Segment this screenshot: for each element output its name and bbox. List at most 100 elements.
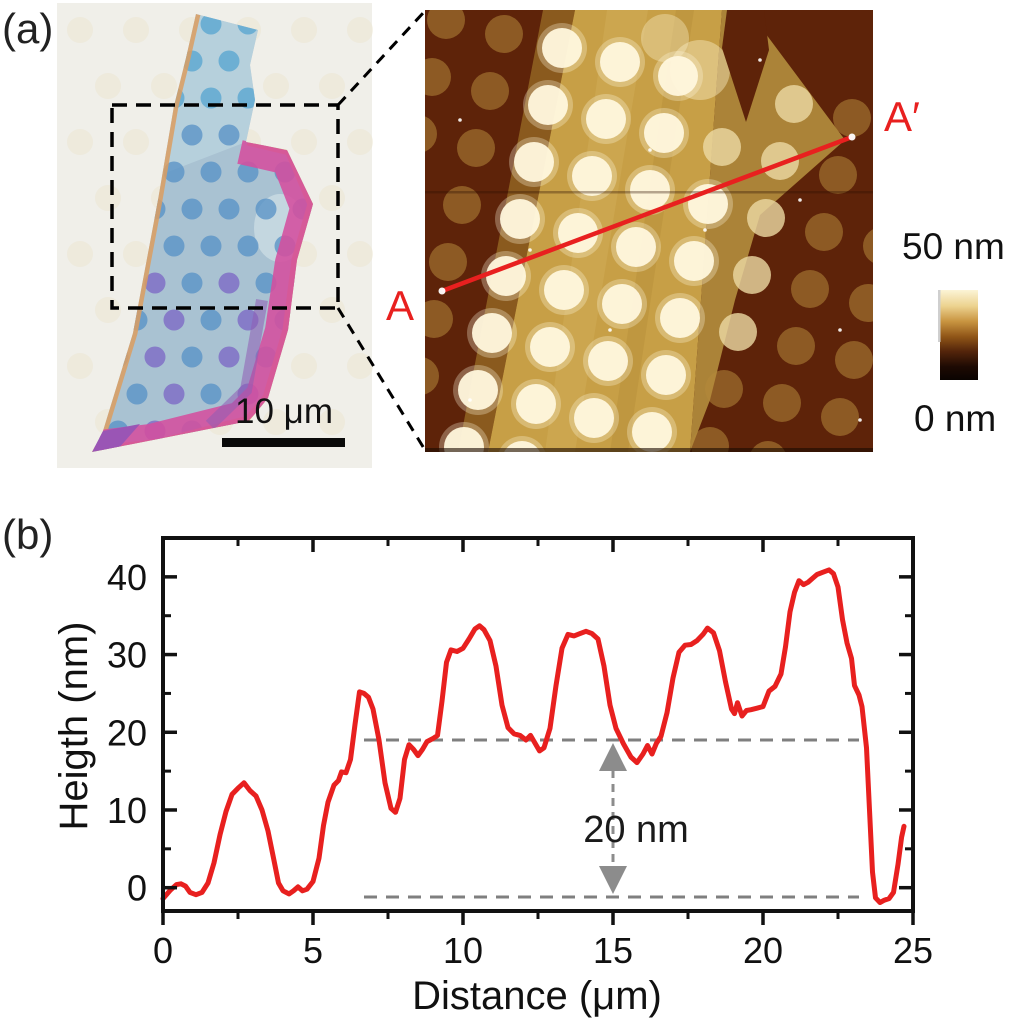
afm-bright-dot — [530, 327, 570, 367]
height-colorbar — [938, 290, 978, 380]
substrate-hole — [95, 73, 121, 99]
afm-flake-right-wing — [690, 10, 845, 452]
zoom-connector-bottom — [336, 307, 427, 451]
flake-hole — [181, 346, 203, 368]
afm-dull-dot — [427, 10, 465, 39]
afm-bright-dot — [588, 341, 628, 381]
afm-bright-dot — [444, 427, 484, 452]
flake-purple-accent — [205, 298, 268, 430]
afm-bright-dot — [544, 270, 584, 310]
afm-dull-dot — [429, 243, 467, 281]
afm-bright-dot — [674, 241, 714, 281]
afm-dull-dot — [821, 398, 859, 436]
substrate-hole — [291, 17, 317, 43]
afm-dull-dot — [863, 229, 873, 263]
substrate-hole — [67, 241, 93, 267]
afm-dull-dot — [425, 58, 451, 96]
profile-end-label: A′ — [884, 93, 920, 140]
profile-curve — [160, 567, 907, 905]
profile-start-label: A — [386, 282, 415, 329]
arrow-20nm-head-up — [599, 743, 627, 772]
y-tick-label: 30 — [107, 635, 147, 676]
flake-hole — [255, 198, 277, 220]
x-tick-label: 20 — [743, 930, 783, 971]
afm-bright-dot — [472, 313, 512, 353]
substrate-hole — [95, 297, 121, 323]
y-tick-label: 20 — [107, 712, 147, 753]
afm-dull-dot — [691, 427, 729, 452]
afm-dull-dot — [750, 441, 786, 452]
afm-hole-pattern — [387, 10, 873, 452]
afm-speck — [528, 248, 532, 252]
afm-dull-dot — [705, 370, 743, 408]
afm-dull-dot — [425, 116, 437, 152]
afm-dull-dot — [835, 341, 873, 379]
afm-cream-dot — [719, 313, 757, 351]
afm-speck — [858, 418, 862, 422]
afm-cream-dot — [703, 128, 741, 166]
afm-speck — [648, 148, 652, 152]
substrate-hole — [67, 129, 93, 155]
flake-hole — [200, 383, 222, 405]
substrate-hole — [319, 185, 345, 211]
afm-topography-image — [387, 10, 873, 452]
substrate-hole — [123, 241, 149, 267]
afm-bright-dot — [542, 28, 582, 68]
afm-dull-dot — [425, 300, 453, 338]
substrate-hole — [123, 129, 149, 155]
x-tick-label: 10 — [443, 930, 483, 971]
x-tick-label: 0 — [153, 930, 173, 971]
substrate-hole — [319, 297, 345, 323]
arrow-20nm-head-down — [599, 866, 627, 895]
x-axis-title: Distance (μm) — [412, 974, 662, 1018]
flake-hole — [237, 235, 259, 257]
y-tick-label: 40 — [107, 557, 147, 598]
flake-hole — [163, 383, 185, 405]
profile-line-start-marker — [438, 287, 446, 295]
afm-dull-dot — [819, 156, 857, 194]
afm-dull-dot — [777, 327, 815, 365]
afm-dull-dot — [387, 414, 425, 452]
afm-bright-dot — [458, 370, 498, 410]
flake-hole — [126, 383, 148, 405]
afm-bright-dot — [574, 398, 614, 438]
flake-magenta-band — [98, 140, 313, 452]
afm-speck — [608, 328, 612, 332]
afm-bright-dot — [646, 355, 686, 395]
flake-hole — [200, 161, 222, 183]
flake-hole — [218, 124, 240, 146]
flake-hole — [200, 309, 222, 331]
zoom-region-dashed-box — [110, 103, 340, 310]
flake-hole — [218, 272, 240, 294]
afm-dull-dot — [471, 72, 509, 110]
flake-purple-tip — [92, 424, 140, 452]
afm-flake-notch — [722, 10, 769, 122]
flake-hole — [218, 346, 240, 368]
zoom-connector-top — [336, 10, 426, 107]
x-tick-label: 5 — [303, 930, 323, 971]
flake-hole — [163, 309, 185, 331]
substrate-hole — [319, 73, 345, 99]
afm-dull-dot — [849, 284, 873, 322]
flake-hole — [181, 124, 203, 146]
afm-cream-dot — [733, 256, 771, 294]
afm-dull-dot — [833, 99, 871, 137]
profile-line-end-marker — [848, 133, 856, 141]
substrate-hole — [347, 129, 373, 155]
afm-speck — [703, 228, 707, 232]
flake-hole — [218, 198, 240, 220]
afm-bright-dot — [600, 42, 640, 82]
substrate-hole — [347, 353, 373, 379]
afm-bright-dot — [630, 170, 670, 210]
afm-bright-dot — [500, 199, 540, 239]
scale-bar-label: 10 μm — [235, 392, 333, 431]
substrate-hole — [319, 409, 345, 435]
substrate-hole — [347, 241, 373, 267]
colorbar-max-label: 50 nm — [902, 226, 1005, 267]
afm-cream-dot — [761, 142, 799, 180]
panel-b-label: (b) — [2, 511, 54, 558]
substrate-hole — [67, 353, 93, 379]
flake-hole — [200, 235, 222, 257]
substrate-hole — [263, 73, 289, 99]
